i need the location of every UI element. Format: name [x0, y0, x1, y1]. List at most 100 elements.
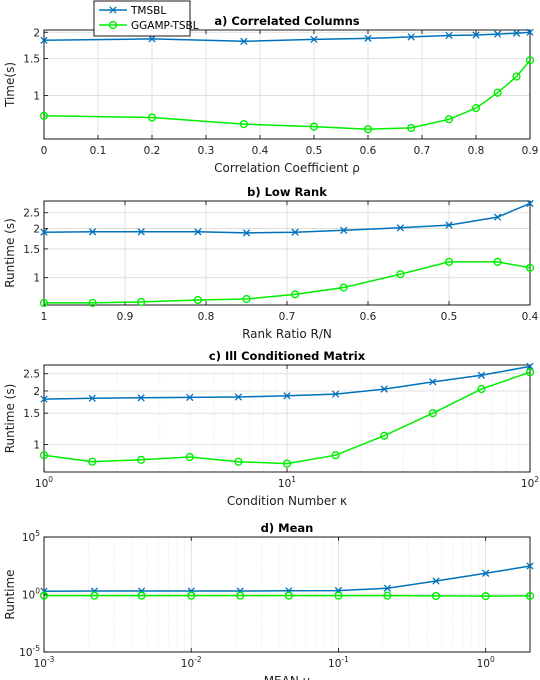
data-point-x-marker	[407, 33, 415, 41]
plot-area	[44, 30, 530, 139]
data-point-circle-marker	[239, 120, 248, 129]
legend-label: GGAMP-TSBL	[131, 20, 199, 32]
data-point-x-marker	[148, 35, 156, 43]
chart-title: a) Correlated Columns	[214, 14, 359, 28]
x-tick-label: 0.4	[252, 145, 269, 157]
data-point-circle-marker	[407, 123, 416, 133]
data-point-circle-marker	[477, 384, 486, 394]
data-point-circle-marker	[234, 457, 243, 466]
data-point-x-marker	[137, 394, 145, 402]
x-tick-label: 0.1	[90, 145, 107, 157]
data-point-x-marker	[526, 199, 534, 208]
data-point-circle-marker	[291, 290, 300, 299]
x-axis-label: Rank Ratio R/N	[242, 327, 332, 341]
data-point-circle-marker	[39, 111, 49, 120]
data-point-x-marker	[240, 37, 248, 46]
data-point-x-marker	[242, 229, 251, 237]
data-point-x-marker	[40, 36, 48, 45]
chart-panel-4: 10-3 10-2 10-1 100 10-5 100 105 d) Mean MEAN μ Ru…	[3, 521, 535, 680]
data-point-circle-marker	[525, 591, 535, 601]
data-point-x-marker	[88, 394, 96, 402]
data-point-circle-marker	[284, 591, 293, 600]
y-tick-label: 2.5	[23, 208, 40, 220]
data-point-x-marker	[291, 228, 299, 236]
x-tick-label: 0.4	[522, 311, 539, 323]
series-tmsbl	[40, 199, 534, 237]
data-point-circle-marker	[380, 431, 389, 440]
data-point-circle-marker	[525, 263, 535, 272]
series-line	[43, 371, 531, 465]
data-point-x-marker	[310, 35, 318, 44]
data-point-circle-marker	[39, 451, 49, 460]
data-point-circle-marker	[363, 125, 373, 134]
data-point-x-marker	[526, 28, 534, 36]
data-point-x-marker	[472, 31, 480, 39]
data-point-circle-marker	[39, 591, 49, 600]
x-tick-label: 0.6	[360, 311, 377, 323]
data-point-x-marker	[40, 228, 48, 236]
data-point-circle-marker	[137, 455, 146, 464]
data-point-circle-marker	[90, 591, 99, 600]
data-point-x-marker	[493, 30, 502, 38]
series-tmsbl	[40, 28, 534, 46]
y-tick-label: 2	[33, 27, 40, 39]
x-tick-label: 0.5	[441, 311, 458, 323]
x-tick-label: 10-2	[181, 655, 202, 670]
x-tick-label: 0.7	[279, 311, 296, 323]
data-point-circle-marker	[334, 591, 343, 600]
data-point-circle-marker	[493, 257, 502, 266]
chart-title: b) Low Rank	[247, 185, 327, 199]
data-point-x-marker	[109, 6, 117, 14]
data-point-circle-marker	[383, 591, 392, 600]
data-point-circle-marker	[242, 294, 251, 304]
series-ggamp-tsbl	[39, 368, 535, 468]
x-tick-label: 1	[41, 311, 48, 323]
grid	[43, 365, 531, 472]
data-point-circle-marker	[339, 283, 348, 292]
data-point-circle-marker	[282, 459, 292, 468]
data-point-x-marker	[512, 29, 521, 37]
data-point-circle-marker	[236, 591, 245, 600]
legend-label: TMSBL	[130, 5, 166, 17]
y-axis-label: Runtime (s)	[3, 384, 17, 454]
data-point-x-marker	[493, 213, 502, 221]
data-point-x-marker	[234, 393, 243, 401]
data-point-circle-marker	[444, 115, 454, 124]
y-axis-label: Time(s)	[3, 62, 17, 108]
data-point-circle-marker	[88, 298, 97, 308]
data-point-circle-marker	[137, 591, 146, 600]
data-point-x-marker	[526, 362, 534, 371]
data-point-x-marker	[482, 569, 490, 577]
data-point-circle-marker	[525, 56, 535, 65]
x-tick-label: 10-3	[34, 655, 55, 670]
data-point-x-marker	[526, 562, 534, 570]
y-tick-label: 1	[33, 90, 40, 102]
x-axis-label: MEAN μ	[264, 674, 311, 680]
legend-entry: GGAMP-TSBL	[99, 20, 199, 32]
data-point-x-marker	[186, 393, 194, 402]
data-point-circle-marker	[444, 257, 454, 266]
chart-panel-3: 100 101 102 1 1.5 2 2.5 c) Ill Conditioned Matr…	[3, 349, 539, 508]
legend-entry: TMSBL	[99, 5, 166, 17]
data-point-x-marker	[331, 390, 340, 398]
data-point-x-marker	[445, 31, 453, 40]
x-tick-label: 0.9	[522, 145, 539, 157]
data-point-circle-marker	[193, 295, 203, 305]
data-point-x-marker	[283, 392, 291, 400]
x-tick-label: 100	[35, 475, 53, 490]
axes-box	[43, 29, 531, 140]
data-point-circle-marker	[525, 368, 535, 377]
x-tick-label: 0.2	[144, 145, 161, 157]
chart-title: c) Ill Conditioned Matrix	[209, 349, 366, 363]
x-tick-label: 0.7	[414, 145, 431, 157]
x-tick-label: 0.8	[198, 311, 215, 323]
chart-panel-2: 1 0.9 0.8 0.7 0.6 0.5 0.4 1 1.5 2 2.5 b) Low Rank Ra…	[3, 185, 539, 341]
series-tmsbl	[40, 362, 534, 403]
y-axis-label: Runtime (s)	[3, 218, 17, 288]
data-point-circle-marker	[471, 104, 481, 113]
data-point-x-marker	[364, 34, 372, 43]
series-ggamp-tsbl	[39, 591, 535, 601]
x-tick-label: 0.8	[468, 145, 485, 157]
y-tick-label: 1.5	[23, 53, 40, 65]
